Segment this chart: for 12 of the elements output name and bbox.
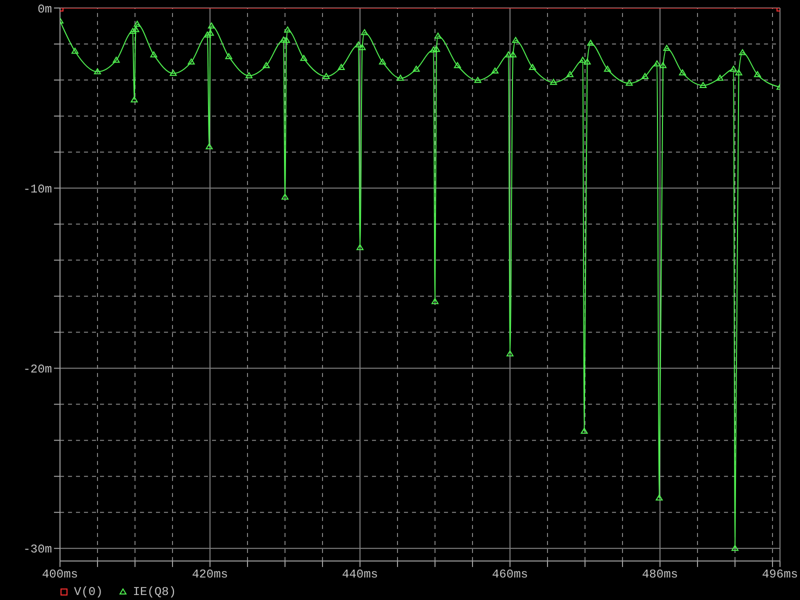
legend-label: V(0)	[73, 585, 103, 599]
x-tick-label: 440ms	[342, 568, 378, 582]
y-tick-label: -20m	[23, 362, 52, 377]
y-tick-label: -30m	[23, 542, 52, 557]
legend-label: IE(Q8)	[132, 585, 176, 599]
x-tick-label: 420ms	[192, 568, 228, 582]
x-tick-label: 496ms	[762, 568, 798, 582]
y-tick-label: 0m	[38, 2, 52, 16]
x-tick-label: 400ms	[42, 568, 78, 582]
x-tick-label: 460ms	[492, 568, 528, 582]
x-tick-label: 480ms	[642, 568, 678, 582]
y-tick-label: -10m	[23, 182, 52, 196]
